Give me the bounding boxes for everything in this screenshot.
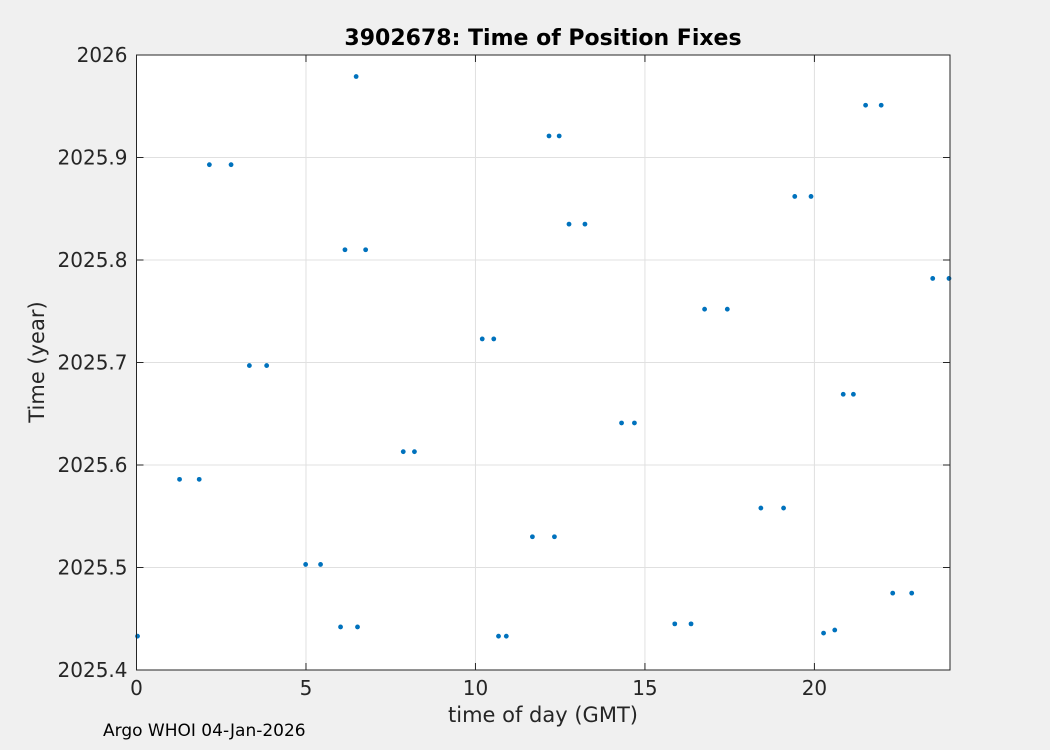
data-point bbox=[412, 449, 417, 455]
chart-title: 3902678: Time of Position Fixes bbox=[344, 26, 742, 51]
y-tick-label: 2026 bbox=[77, 43, 128, 67]
data-point bbox=[400, 449, 406, 455]
data-point bbox=[632, 420, 637, 426]
data-point bbox=[552, 534, 557, 540]
data-point bbox=[479, 336, 485, 342]
data-point bbox=[863, 102, 868, 108]
data-point bbox=[318, 562, 323, 567]
data-point bbox=[363, 247, 369, 253]
data-point bbox=[246, 363, 252, 368]
y-tick-label: 2025.7 bbox=[58, 351, 128, 375]
data-point bbox=[850, 391, 856, 397]
x-tick-label: 15 bbox=[632, 676, 657, 700]
y-tick-label: 2025.5 bbox=[58, 556, 128, 580]
x-tick-label: 0 bbox=[130, 676, 143, 700]
data-point bbox=[264, 363, 270, 368]
data-point bbox=[196, 476, 202, 482]
data-point bbox=[303, 562, 309, 567]
data-point bbox=[546, 133, 552, 139]
y-tick-label: 2025.6 bbox=[58, 453, 128, 477]
data-point bbox=[821, 630, 826, 636]
data-point bbox=[946, 276, 952, 281]
x-axis-label: time of day (GMT) bbox=[448, 703, 638, 727]
x-tick-label: 5 bbox=[300, 676, 313, 700]
data-point bbox=[355, 624, 360, 630]
axes-border bbox=[136, 54, 951, 671]
data-point bbox=[556, 133, 562, 139]
footer-note: Argo WHOI 04-Jan-2026 bbox=[103, 721, 306, 741]
data-point bbox=[566, 221, 572, 227]
data-point bbox=[840, 391, 846, 397]
data-point bbox=[878, 102, 884, 108]
y-tick-label: 2025.8 bbox=[58, 248, 128, 272]
data-point bbox=[619, 420, 624, 426]
data-point bbox=[724, 306, 730, 312]
x-tick-label: 20 bbox=[802, 676, 827, 700]
data-point bbox=[353, 74, 359, 79]
data-point bbox=[228, 162, 234, 168]
data-point bbox=[702, 306, 707, 312]
data-point bbox=[781, 505, 786, 511]
data-point bbox=[792, 194, 798, 199]
x-tick-label: 10 bbox=[463, 676, 488, 700]
data-point bbox=[909, 590, 915, 596]
data-point bbox=[491, 336, 497, 342]
data-point bbox=[808, 194, 814, 199]
y-tick-label: 2025.9 bbox=[58, 146, 128, 170]
data-point bbox=[672, 621, 678, 627]
data-point bbox=[496, 633, 501, 639]
data-point bbox=[503, 633, 509, 639]
data-point bbox=[688, 621, 694, 627]
y-tick-label: 2025.4 bbox=[58, 658, 128, 682]
data-point bbox=[338, 624, 343, 630]
data-point bbox=[890, 590, 896, 596]
data-point bbox=[582, 221, 588, 227]
data-point bbox=[177, 476, 182, 482]
data-point bbox=[832, 627, 838, 633]
data-point bbox=[758, 505, 764, 511]
data-point bbox=[930, 276, 936, 281]
data-point bbox=[135, 633, 140, 639]
data-point bbox=[206, 162, 212, 168]
y-axis-label: Time (year) bbox=[25, 301, 49, 423]
data-point bbox=[342, 247, 348, 253]
data-point bbox=[530, 534, 535, 540]
